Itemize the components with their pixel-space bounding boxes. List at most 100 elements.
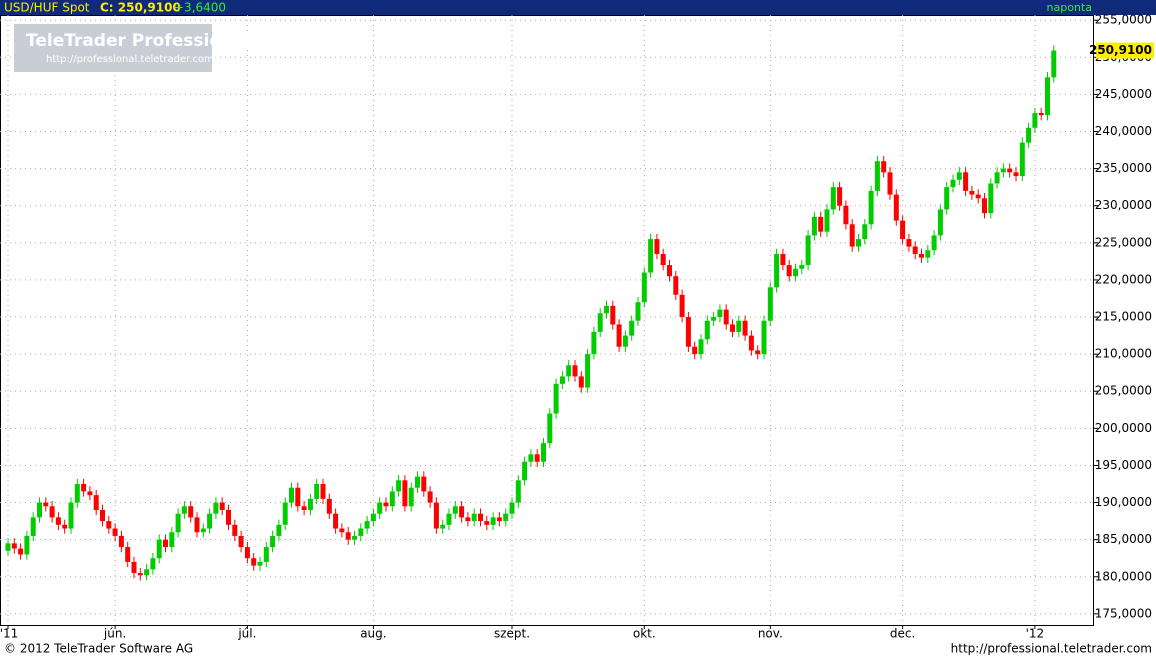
candle-body: [93, 495, 99, 510]
candle-body: [515, 480, 521, 503]
candle-body: [837, 187, 843, 206]
candle-body: [81, 484, 87, 492]
candle-body: [673, 276, 679, 295]
candle-body: [761, 320, 767, 355]
candle-body: [194, 517, 200, 533]
candle-body: [358, 528, 364, 536]
candle-body: [654, 239, 660, 254]
period: naponta: [1047, 1, 1092, 14]
candle-body: [717, 309, 723, 318]
y-tick-label: 175,0000: [1095, 606, 1152, 620]
x-tick-label: nov.: [758, 627, 783, 641]
candle-body: [484, 521, 490, 525]
candle-body: [24, 535, 30, 555]
candle-body: [188, 506, 194, 518]
y-tick-label: 190,0000: [1095, 495, 1152, 509]
candle-body: [856, 239, 861, 247]
candle-body: [125, 547, 131, 562]
candle-body: [263, 547, 269, 562]
candle-body: [452, 506, 458, 514]
plot-area: [0, 15, 1094, 626]
close-label: C: 250,9100: [100, 1, 181, 15]
candle-body: [559, 376, 565, 384]
candle-body: [276, 524, 282, 536]
candle-body: [74, 484, 80, 503]
candle-body: [755, 350, 761, 355]
candle-body: [522, 461, 528, 481]
y-tick-label: 230,0000: [1095, 198, 1152, 212]
candle-body: [446, 513, 452, 525]
candle-body: [163, 539, 168, 548]
candle-body: [408, 487, 414, 507]
candle-body: [767, 287, 773, 321]
candle-body: [175, 513, 181, 533]
candle-body: [131, 561, 137, 574]
candle-body: [490, 517, 496, 525]
candle-body: [1026, 127, 1032, 143]
candle-body: [156, 539, 162, 559]
candle-body: [988, 183, 994, 214]
candle-body: [421, 476, 427, 492]
candle-body: [289, 487, 294, 503]
candle-body: [137, 573, 143, 576]
candle-body: [648, 239, 654, 273]
candle-body: [585, 354, 591, 388]
candle-body: [635, 302, 641, 321]
y-tick-label: 235,0000: [1095, 161, 1152, 175]
y-tick-label: 255,0000: [1095, 13, 1152, 27]
candle-body: [55, 517, 61, 525]
candle-body: [465, 517, 471, 522]
candle-body: [963, 172, 969, 191]
candle-body: [402, 480, 408, 507]
candle-body: [118, 535, 124, 548]
candle-body: [87, 491, 93, 496]
x-tick-label: dec.: [890, 627, 915, 641]
candle-body: [314, 484, 320, 499]
candle-body: [622, 335, 628, 347]
candle-body: [566, 365, 572, 377]
candle-body: [112, 528, 118, 536]
y-tick-label: 180,0000: [1095, 569, 1152, 583]
candle-body: [692, 346, 698, 355]
candle-body: [868, 190, 874, 225]
candle-body: [887, 172, 893, 195]
candle-body: [874, 161, 880, 191]
candle-body: [912, 246, 918, 254]
candle-body: [685, 317, 691, 347]
candle-body: [830, 187, 836, 210]
candle-body: [226, 509, 231, 525]
candle-body: [49, 506, 55, 518]
candle-body: [320, 484, 326, 499]
candle-body: [440, 524, 446, 529]
candle-body: [881, 161, 887, 173]
candle-body: [251, 558, 257, 566]
candle-body: [37, 502, 42, 518]
candle-body: [629, 320, 635, 336]
candle-body: [1032, 112, 1038, 128]
candle-body: [496, 517, 502, 522]
candle-body: [389, 491, 395, 507]
candle-body: [698, 339, 704, 355]
candle-body: [326, 498, 332, 514]
candle-body: [62, 524, 68, 529]
candle-body: [994, 172, 1000, 184]
candle-body: [238, 535, 244, 548]
candle-body: [660, 253, 666, 266]
candle-body: [219, 502, 225, 510]
x-tick-label: szept.: [494, 627, 530, 641]
candle-body: [244, 547, 250, 559]
watermark-box: [14, 24, 212, 72]
candle-body: [100, 509, 105, 522]
candles: [5, 45, 1057, 581]
candle-body: [811, 216, 817, 236]
candle-body: [282, 502, 288, 525]
candle-body: [786, 265, 792, 277]
candle-body: [11, 543, 17, 549]
candle-body: [68, 502, 74, 529]
candle-body: [144, 569, 150, 576]
candle-body: [704, 320, 710, 340]
candle-body: [345, 532, 351, 540]
candle-body: [1013, 172, 1019, 177]
candle-body: [553, 383, 559, 414]
